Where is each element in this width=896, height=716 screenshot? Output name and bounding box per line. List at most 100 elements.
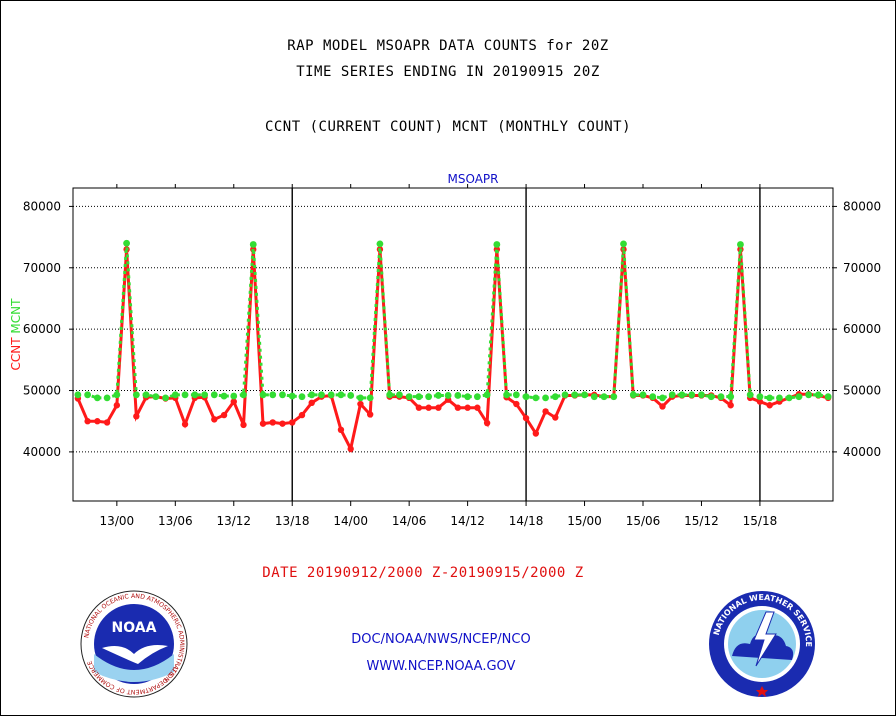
mcnt-point [337,391,345,399]
y-tick-label-right: 80000 [843,199,881,213]
mcnt-point [142,391,150,399]
y-tick-label-left: 70000 [23,261,61,275]
mcnt-point [454,392,462,399]
chart-title-line1: RAP MODEL MSOAPR DATA COUNTS for 20Z [287,38,609,54]
y-tick-label-right: 70000 [843,261,881,275]
y-tick-label-left: 40000 [23,445,61,459]
mcnt-line [77,243,829,400]
ccnt-point [230,398,237,405]
mcnt-point [522,393,530,401]
mcnt-point [269,391,277,399]
y-label-mcnt: MCNT [9,298,23,334]
mcnt-point [220,392,228,400]
y-tick-label-right: 50000 [843,384,881,398]
mcnt-point [512,391,520,399]
mcnt-point [444,392,452,399]
mcnt-point [776,394,783,402]
series [74,239,832,454]
mcnt-point [240,391,247,399]
x-tick-label: 14/12 [450,514,485,528]
mcnt-point [581,391,588,399]
mcnt-point [805,391,813,399]
mcnt-point [201,391,208,399]
mcnt-point [171,391,179,399]
mcnt-point [542,394,549,402]
mcnt-point [396,391,403,399]
mcnt-point [707,393,715,401]
mcnt-point [162,394,169,402]
ccnt-point [366,411,374,418]
ccnt-point [756,398,764,405]
ccnt-point [103,419,111,426]
mcnt-point [678,391,686,399]
y-tick-label-left: 60000 [23,322,61,336]
mcnt-point [688,391,696,399]
x-tick-label: 13/18 [275,514,310,528]
mcnt-point [659,394,666,402]
series-ccnt [74,246,832,454]
mcnt-point [298,393,306,401]
x-tick-label: 15/12 [684,514,719,528]
ccnt-point [94,418,101,425]
mcnt-point [571,391,579,399]
x-tick-label: 14/00 [333,514,368,528]
mcnt-point [785,394,793,402]
mcnt-point [434,392,442,399]
x-tick-label: 13/06 [158,514,193,528]
plot-area [72,187,834,502]
y-tick-label-right: 60000 [843,322,881,336]
mcnt-point [191,391,199,399]
date-range-label: DATE 20190912/2000 Z-20190915/2000 Z [262,565,584,581]
mcnt-point [132,391,140,399]
ccnt-point [269,419,276,426]
mcnt-point [668,391,676,399]
footer-org-link[interactable]: DOC/NOAA/NWS/NCEP/NCO [351,632,531,647]
x-tick-label: 14/06 [392,514,427,528]
ccnt-point [532,430,540,437]
mcnt-point [727,393,735,401]
chart-subtitle: CCNT (CURRENT COUNT) MCNT (MONTHLY COUNT… [264,119,632,135]
mcnt-point [318,391,325,399]
mcnt-point [181,391,189,399]
x-tick-label: 13/12 [216,514,251,528]
mcnt-point [464,393,472,401]
mcnt-point [717,393,725,401]
ccnt-point [727,402,734,409]
mcnt-point [366,394,374,402]
ccnt-point [259,420,267,427]
ccnt-point [542,408,549,415]
ccnt-point [483,419,491,427]
mcnt-point [766,394,774,402]
mcnt-point [347,392,355,399]
mcnt-point [74,391,82,399]
footer-website-link[interactable]: WWW.NCEP.NOAA.GOV [366,659,516,674]
y-tick-label-right: 40000 [843,445,881,459]
mcnt-point [152,393,160,401]
axis-labels: 40000 40000 50000 50000 60000 60000 70000 70000… [9,172,881,528]
noaa-logo-text: NOAA [112,620,157,636]
mcnt-point [620,240,627,248]
mcnt-point [483,391,491,399]
ccnt-point [220,411,228,419]
mcnt-point [249,241,257,248]
ccnt-point [347,445,354,453]
ccnt-point [289,419,296,426]
nws-logo: NATIONAL WEATHER SERVICE [709,591,815,697]
mcnt-point [288,392,296,400]
mcnt-point [795,393,803,401]
ccnt-point [240,421,247,429]
mcnt-point [123,239,130,247]
mcnt-point [814,391,822,399]
x-tick-label: 15/00 [567,514,602,528]
mcnt-point [561,391,569,399]
ccnt-point [464,404,471,411]
axes [69,184,837,506]
mcnt-point [737,241,744,248]
ccnt-point [113,402,121,409]
noaa-logo: NOAA NATIONAL OCEANIC AND ATMOSPHERIC AD… [80,590,188,698]
mcnt-point [756,393,764,401]
mcnt-point [308,391,316,399]
mcnt-point [357,394,364,402]
mcnt-point [230,392,238,400]
